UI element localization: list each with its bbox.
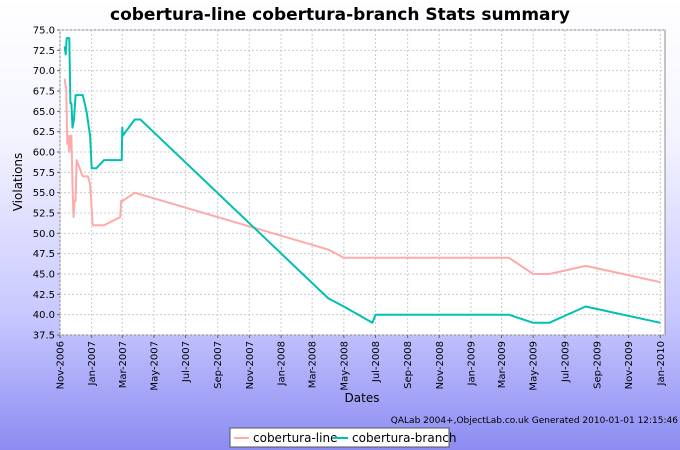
x-tick-label: Nov-2008 — [435, 341, 446, 389]
y-tick-label: 65.0 — [33, 107, 55, 118]
series-line-cobertura-branch — [63, 37, 661, 324]
x-tick-label: Jan-2009 — [466, 341, 477, 386]
y-tick-label: 45.0 — [33, 270, 55, 281]
legend-label-cobertura-line: cobertura-line — [253, 431, 337, 445]
y-tick-label: 42.5 — [33, 290, 55, 301]
y-axis-label: Violations — [11, 153, 25, 212]
x-tick-label: Sep-2009 — [593, 341, 604, 389]
y-tick-label: 60.0 — [33, 148, 55, 159]
x-axis-label: Dates — [345, 391, 380, 405]
y-tick-label: 55.0 — [33, 188, 55, 199]
chart-title: cobertura-line cobertura-branch Stats su… — [110, 5, 570, 25]
y-tick-label: 72.5 — [33, 46, 55, 57]
x-tick-label: Nov-2007 — [245, 341, 256, 389]
x-tick-label: Sep-2008 — [403, 341, 414, 389]
x-tick-label: Mar-2009 — [497, 341, 508, 388]
x-tick-label: Mar-2007 — [118, 341, 129, 388]
plot-area — [59, 29, 666, 336]
x-tick-label: Sep-2007 — [213, 341, 224, 389]
x-tick-label: May-2007 — [149, 341, 160, 391]
grid-lines — [59, 29, 665, 336]
legend-label-cobertura-branch: cobertura-branch — [352, 431, 457, 445]
legend: cobertura-line cobertura-branch — [229, 427, 457, 448]
y-tick-label: 75.0 — [33, 26, 55, 37]
y-tick-label: 52.5 — [33, 209, 55, 220]
y-tick-label: 67.5 — [33, 87, 55, 98]
x-tick-label: Mar-2008 — [308, 341, 319, 388]
y-axis-ticks: 37.5 40.0 42.5 45.0 47.5 50.0 52.5 55.0 57.5 60.0… — [33, 26, 60, 342]
y-tick-label: 70.0 — [33, 66, 55, 77]
y-tick-label: 40.0 — [33, 310, 55, 321]
y-tick-label: 57.5 — [33, 168, 55, 179]
x-axis-ticks: Nov-2006 Jan-2007 Mar-2007 May-2007 Jul-2007… — [56, 335, 667, 391]
series-lines — [63, 37, 661, 324]
generated-footer: QALab 2004+,ObjectLab.co.uk Generated 20… — [391, 416, 678, 426]
y-tick-label: 47.5 — [33, 249, 55, 260]
x-tick-label: Jan-2008 — [277, 341, 288, 386]
x-tick-label: May-2008 — [339, 341, 350, 391]
y-tick-label: 62.5 — [33, 127, 55, 138]
x-tick-label: Jul-2007 — [181, 341, 192, 383]
x-tick-label: Nov-2006 — [56, 341, 67, 389]
x-tick-label: Jul-2009 — [560, 341, 571, 383]
y-tick-label: 50.0 — [33, 229, 55, 240]
x-tick-label: Nov-2009 — [624, 341, 635, 389]
x-tick-label: May-2009 — [529, 341, 540, 391]
x-tick-label: Jan-2010 — [656, 341, 667, 386]
x-tick-label: Jul-2008 — [371, 341, 382, 383]
x-tick-label: Jan-2007 — [87, 341, 98, 386]
series-line-cobertura-line — [63, 78, 661, 284]
y-tick-label: 37.5 — [33, 331, 55, 342]
